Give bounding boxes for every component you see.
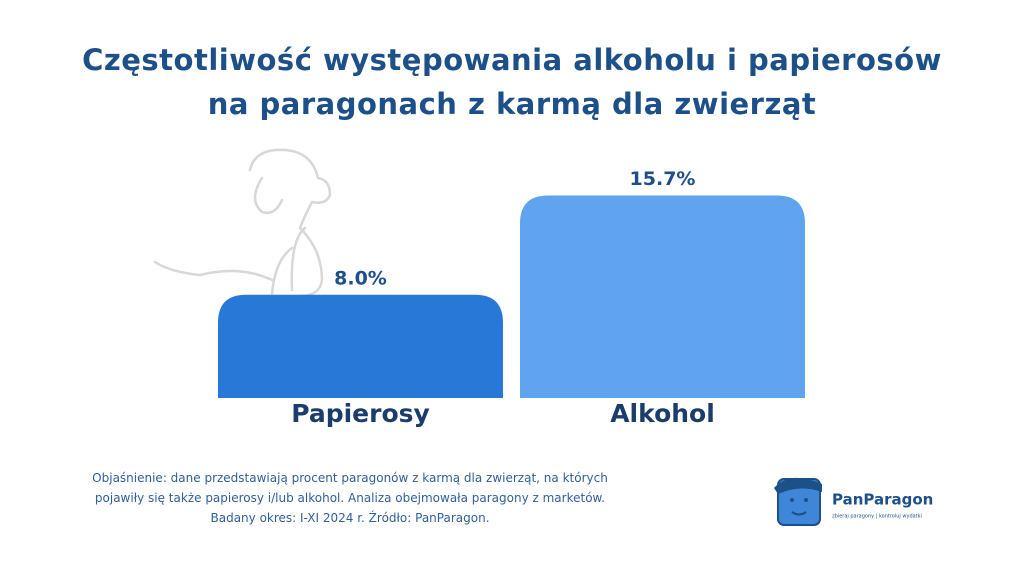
- category-label: Papierosy: [291, 399, 430, 428]
- value-label: 15.7%: [630, 168, 696, 190]
- brand-tagline: zbieraj paragony | kontroluj wydatki: [832, 514, 922, 520]
- dog-outline: [153, 148, 332, 298]
- footnote: Objaśnienie: dane przedstawiają procent …: [92, 471, 608, 525]
- value-label: 8.0%: [334, 267, 387, 289]
- logo: [774, 477, 822, 526]
- category-label: Alkohol: [610, 399, 715, 428]
- brand-name: PanParagon: [832, 491, 933, 509]
- bar: [218, 294, 503, 398]
- chart-title: Częstotliwość występowania alkoholu i pa…: [82, 43, 942, 121]
- bar: [520, 195, 805, 398]
